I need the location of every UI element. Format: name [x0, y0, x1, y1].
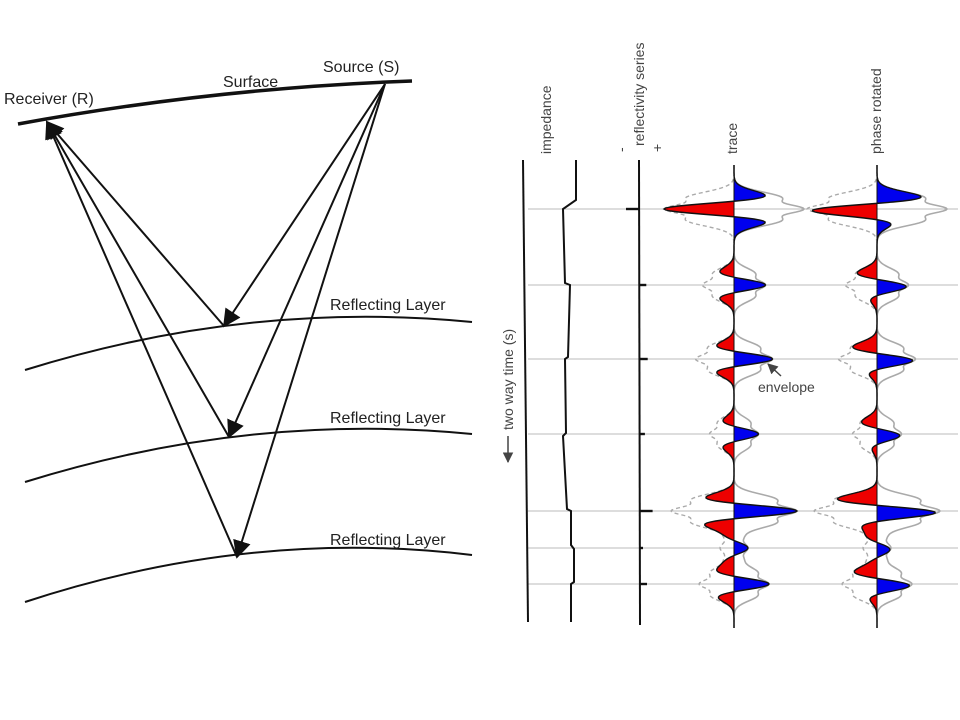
reflectivity-plus-label: +: [649, 144, 665, 152]
positive-lobe: [877, 165, 936, 628]
reflecting-layer-2: [24, 427, 473, 483]
reflection-geometry: Receiver (R) Surface Source (S) Reflecti…: [4, 59, 473, 603]
layer-2-label: Reflecting Layer: [330, 410, 446, 427]
phase-rotated-wavelets: [806, 165, 949, 628]
source-label: Source (S): [323, 59, 399, 76]
layer-3-label: Reflecting Layer: [330, 532, 446, 549]
reflectivity-minus-label: -: [613, 147, 629, 152]
reflecting-layer-3: [24, 546, 473, 603]
trace-label: trace: [724, 123, 740, 154]
ray-up-1: [45, 120, 225, 327]
envelope-curve-dashed: [806, 165, 878, 628]
envelope-label: envelope: [758, 379, 815, 395]
trace-wavelets: [662, 165, 806, 628]
impedance-curve: [561, 160, 577, 622]
two-way-time-label: two way time (s): [500, 329, 516, 430]
envelope-curve: [733, 165, 806, 628]
impedance-axis: [522, 159, 529, 623]
phase-rotated-label: phase rotated: [868, 68, 884, 154]
ray-up-2: [46, 120, 230, 438]
envelope-pointer: [767, 363, 782, 377]
ray-down-3: [233, 83, 386, 559]
negative-lobe: [664, 165, 734, 628]
reflectivity-spikes: [626, 207, 653, 586]
negative-lobe: [812, 165, 877, 628]
layer-1-label: Reflecting Layer: [330, 297, 446, 314]
ray-down-2: [227, 83, 386, 439]
receiver-label: Receiver (R): [4, 91, 94, 108]
surface-line: [17, 79, 413, 126]
impedance-label: impedance: [538, 85, 554, 154]
envelope-curve: [876, 165, 949, 628]
reflecting-layer-1: [24, 315, 473, 371]
ray-up-3: [45, 120, 238, 558]
trace-panel: impedance reflectivity series - + trace …: [500, 43, 958, 628]
surface-label: Surface: [223, 74, 278, 91]
reflectivity-axis: [638, 159, 641, 626]
envelope-curve-dashed: [663, 165, 735, 628]
reflectivity-label: reflectivity series: [631, 43, 647, 146]
ray-down-1: [223, 83, 386, 328]
